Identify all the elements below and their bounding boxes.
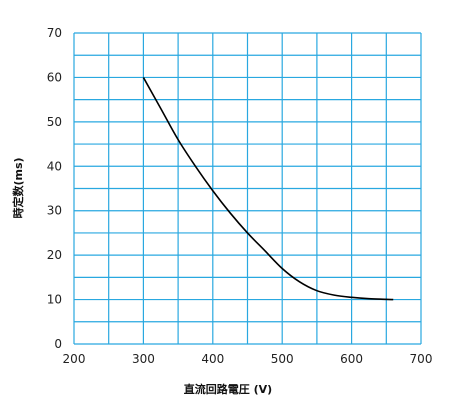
x-tick-label: 300 xyxy=(132,352,155,366)
y-tick-label: 40 xyxy=(47,159,62,173)
x-tick-label: 500 xyxy=(271,352,294,366)
y-tick-label: 0 xyxy=(54,337,62,351)
x-tick-label: 700 xyxy=(410,352,433,366)
x-tick-label: 200 xyxy=(63,352,86,366)
x-axis-title: 直流回路電圧 (V) xyxy=(184,382,272,396)
y-tick-label: 20 xyxy=(47,248,62,262)
grid xyxy=(73,32,422,345)
y-tick-label: 10 xyxy=(47,293,62,307)
series-layer xyxy=(142,77,394,301)
y-tick-label: 70 xyxy=(47,26,62,40)
x-tick-label: 400 xyxy=(201,352,224,366)
y-tick-label: 60 xyxy=(47,70,62,84)
y-axis-ticks: 0 10 20 30 40 50 60 70 xyxy=(47,26,62,351)
x-axis-ticks: 200 300 400 500 600 700 xyxy=(63,352,433,366)
series-line xyxy=(142,77,394,301)
y-tick-label: 50 xyxy=(47,115,62,129)
x-tick-label: 600 xyxy=(340,352,363,366)
y-axis-title: 時定数(ms) xyxy=(11,157,25,218)
y-tick-label: 30 xyxy=(47,204,62,218)
